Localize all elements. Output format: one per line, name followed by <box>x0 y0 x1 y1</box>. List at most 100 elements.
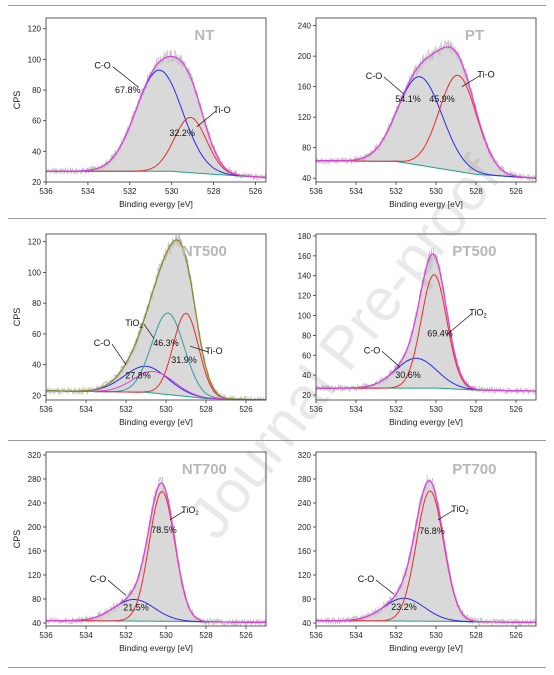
x-axis-label: Binding evergy [eV] <box>389 643 463 653</box>
x-tick-label: 528 <box>207 187 221 196</box>
y-tick-label: 40 <box>32 147 41 156</box>
x-tick-label: 528 <box>469 405 483 414</box>
y-tick-label: 120 <box>28 25 42 34</box>
envelope-line <box>46 482 266 624</box>
annotation-label: 45.9% <box>429 94 455 104</box>
x-tick-label: 526 <box>509 187 523 196</box>
raw-spectrum-line <box>315 474 537 627</box>
x-tick-label: 532 <box>389 405 403 414</box>
y-tick-label: 200 <box>28 523 42 532</box>
subscript: 2 <box>465 510 469 516</box>
y-tick-label: 120 <box>28 238 42 247</box>
x-tick-label: 530 <box>429 631 443 640</box>
y-tick-label: 160 <box>298 252 312 261</box>
x-tick-label: 534 <box>349 187 363 196</box>
x-tick-label: 528 <box>199 631 213 640</box>
x-tick-label: 532 <box>123 187 137 196</box>
annotation-leader-line <box>437 509 455 521</box>
y-tick-label: 80 <box>302 595 311 604</box>
x-tick-label: 536 <box>309 631 323 640</box>
x-tick-label: 530 <box>165 187 179 196</box>
y-tick-label: 140 <box>298 272 312 281</box>
x-axis-label: Binding evergy [eV] <box>119 417 193 427</box>
annotation-label: 67.8% <box>115 85 141 95</box>
annotation-leader-line <box>111 344 127 365</box>
chart-title: NT700 <box>182 461 227 478</box>
x-tick-label: 532 <box>389 631 403 640</box>
x-tick-label: 534 <box>79 405 93 414</box>
annotation-label: TiO2 <box>181 505 199 517</box>
x-tick-label: 536 <box>309 187 323 196</box>
annotation-leader-line <box>383 76 405 95</box>
top-separator <box>8 5 546 6</box>
annotation-label: Ti-O <box>213 105 230 115</box>
x-tick-label: 532 <box>119 631 133 640</box>
plot-frame <box>45 451 267 627</box>
y-tick-label: 40 <box>302 174 311 183</box>
y-tick-label: 60 <box>32 330 41 339</box>
x-tick-label: 526 <box>249 187 263 196</box>
annotation-label: 78.5% <box>151 525 177 535</box>
y-tick-label: 320 <box>28 451 42 460</box>
annotation-leader-line <box>445 313 473 336</box>
x-axis-label: Binding evergy [eV] <box>389 417 463 427</box>
annotation-label: C-O <box>364 345 381 355</box>
envelope-line <box>46 55 267 179</box>
chart-title: PT <box>465 27 484 44</box>
bottom-separator <box>8 667 546 668</box>
envelope-area <box>46 239 266 400</box>
annotation-leader-line <box>107 579 127 596</box>
y-tick-label: 160 <box>28 547 42 556</box>
annotation-label: 69.4% <box>427 328 453 338</box>
chart-title: PT700 <box>452 461 496 478</box>
annotation-label: C-O <box>94 338 111 348</box>
y-tick-label: 180 <box>298 232 312 241</box>
x-tick-label: 528 <box>469 187 483 196</box>
subscript: 2 <box>139 324 143 330</box>
y-tick-label: 200 <box>298 523 312 532</box>
annotation-label: TiO2 <box>469 308 487 320</box>
y-tick-label: 40 <box>302 371 311 380</box>
plot-frame <box>315 17 537 183</box>
envelope-area <box>316 46 536 179</box>
x-axis-label: Binding evergy [eV] <box>119 199 193 209</box>
chart-panel-pt: 536 534 532 530 528 526 40 80 120 160 200 240 Bindin… <box>298 17 537 209</box>
annotation-label: 54.1% <box>395 94 421 104</box>
y-tick-label: 240 <box>298 22 312 31</box>
annotation-leader-line <box>143 324 155 339</box>
x-tick-label: 526 <box>509 631 523 640</box>
x-tick-label: 526 <box>509 405 523 414</box>
y-tick-label: 200 <box>298 52 312 61</box>
y-tick-label: 80 <box>32 86 41 95</box>
annotation-label: C-O <box>94 61 111 71</box>
y-tick-label: 80 <box>302 331 311 340</box>
y-tick-label: 80 <box>32 299 41 308</box>
x-tick-label: 534 <box>349 631 363 640</box>
row-separator-2 <box>8 440 546 441</box>
x-tick-label: 532 <box>119 405 133 414</box>
x-axis-label: Binding evergy [eV] <box>389 199 463 209</box>
annotation-label: Ti-O <box>205 346 222 356</box>
x-tick-label: 532 <box>389 187 403 196</box>
annotation-leader-line <box>461 75 481 87</box>
chart-title: NT500 <box>182 243 227 260</box>
y-tick-label: 80 <box>32 595 41 604</box>
envelope-area <box>46 56 266 178</box>
x-tick-label: 526 <box>239 631 253 640</box>
y-tick-label: 40 <box>32 619 41 628</box>
plot-frame <box>45 17 267 183</box>
y-tick-label: 320 <box>298 451 312 460</box>
annotation-label: C-O <box>366 71 383 81</box>
annotation-leader-line <box>381 351 401 368</box>
y-axis-label: CPS <box>12 91 22 110</box>
envelope-area <box>316 480 536 623</box>
subscript: 2 <box>483 314 487 320</box>
y-axis-label: CPS <box>12 530 22 549</box>
annotation-leader-line <box>196 110 217 128</box>
y-tick-label: 120 <box>298 113 312 122</box>
envelope-area <box>46 483 266 623</box>
y-tick-label: 20 <box>32 178 41 187</box>
annotation-label: 30.6% <box>395 370 421 380</box>
plot-frame <box>45 233 267 401</box>
x-tick-label: 536 <box>39 187 53 196</box>
